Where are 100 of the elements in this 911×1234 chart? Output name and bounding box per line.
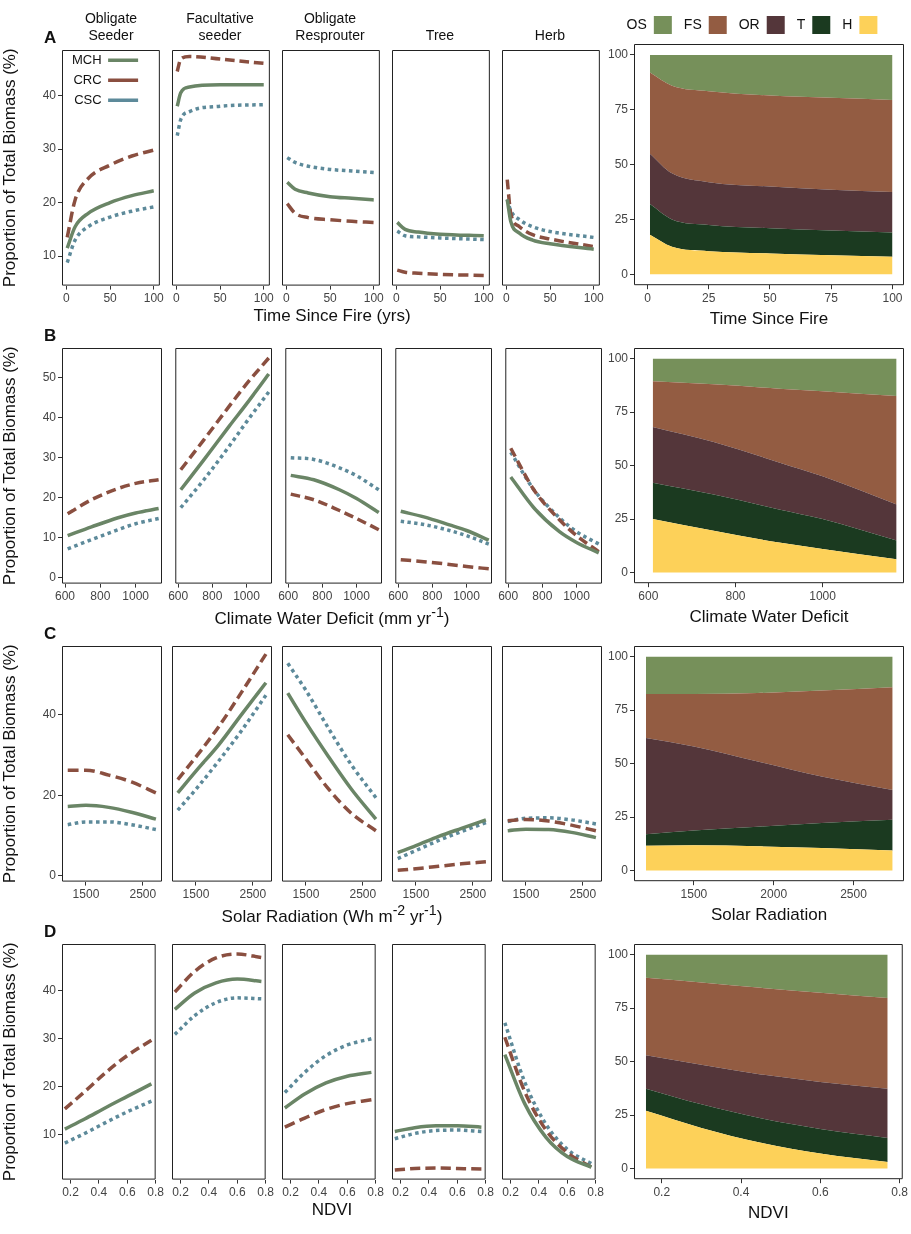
line-series <box>65 478 161 516</box>
y-tick-label: 50 <box>614 156 629 171</box>
y-tick-label: 40 <box>42 982 57 997</box>
y-tick-label: 25 <box>614 809 629 824</box>
x-tick-label: 1500 <box>402 887 430 902</box>
chart-title: Herb <box>533 26 567 44</box>
legend-label: CSC <box>74 91 102 107</box>
y-tick-label: 20 <box>42 787 57 802</box>
x-tick-label: 0.2 <box>653 1184 671 1199</box>
x-tick-label: 1000 <box>122 589 150 604</box>
x-tick-label: 100 <box>363 291 385 306</box>
text: B <box>44 326 57 346</box>
x-tick-label: 1500 <box>292 887 320 902</box>
line-series <box>63 1082 154 1131</box>
legend-label: OS <box>626 15 647 32</box>
x-tick-label: 0.2 <box>392 1185 410 1200</box>
x-tick-label: 2500 <box>349 887 377 902</box>
x-tick-label: 100 <box>882 290 903 305</box>
line-series <box>65 205 156 265</box>
y-tick-label: 0 <box>621 1160 629 1175</box>
x-axis-title: NDVI <box>310 1200 354 1220</box>
y-tick-label: 100 <box>607 649 629 663</box>
x-tick-label: 50 <box>763 290 777 305</box>
y-tick-label: 40 <box>42 706 57 721</box>
y-tick-label: 75 <box>614 404 629 419</box>
x-tick-label: 0.2 <box>62 1185 80 1200</box>
x-tick-label: 50 <box>103 291 118 306</box>
line-series <box>65 516 161 551</box>
x-tick-label: 1000 <box>809 588 837 603</box>
line-series <box>65 148 156 240</box>
x-tick-label: 600 <box>54 589 76 604</box>
y-tick-label: 100 <box>607 351 629 365</box>
x-tick-label: 0.2 <box>172 1185 190 1200</box>
x-axis-title: NDVI <box>748 1203 789 1223</box>
y-tick-label: 75 <box>614 1000 629 1015</box>
y-tick-label: 50 <box>42 370 57 385</box>
x-tick-label: 0.2 <box>502 1185 520 1200</box>
x-tick-label: 2500 <box>239 887 267 902</box>
x-tick-label: 0.8 <box>367 1185 385 1200</box>
x-tick-label: 0.2 <box>282 1185 300 1200</box>
x-tick-label: 50 <box>213 291 228 306</box>
x-tick-label: 600 <box>388 589 409 604</box>
y-tick-label: 30 <box>42 141 57 156</box>
y-axis-title: Proportion of Total Biomass (%) <box>0 48 19 288</box>
y-tick-label: 50 <box>614 1053 629 1068</box>
y-tick-label: 100 <box>607 47 629 62</box>
line-series <box>66 768 158 795</box>
chart-title: Tree <box>424 26 456 44</box>
y-tick-label: 50 <box>614 755 629 770</box>
x-tick-label: 0.6 <box>448 1185 466 1200</box>
x-tick-label: 50 <box>323 291 338 306</box>
line-series <box>63 1099 154 1145</box>
legend-label: MCH <box>72 51 102 67</box>
x-tick-label: 0 <box>644 290 652 305</box>
x-tick-label: 800 <box>90 589 111 604</box>
x-tick-label: 0.4 <box>310 1185 328 1200</box>
x-tick-label: 0 <box>283 291 291 306</box>
y-tick-label: 10 <box>42 248 57 263</box>
x-tick-label: 1000 <box>453 589 481 604</box>
x-tick-label: 0.4 <box>90 1185 108 1200</box>
x-tick-label: 1500 <box>72 887 100 902</box>
x-axis-title: Climate Water Deficit <box>689 607 849 627</box>
x-tick-label: 600 <box>638 588 659 603</box>
y-tick-label: 25 <box>614 211 629 226</box>
x-tick-label: 600 <box>278 589 299 604</box>
x-tick-label: 0.6 <box>338 1185 356 1200</box>
x-tick-label: 1500 <box>182 887 210 902</box>
x-tick-label: 2500 <box>459 887 487 902</box>
x-tick-label: 0.6 <box>558 1185 576 1200</box>
x-axis-title: Climate Water Deficit (mm yr$^{-1}$) <box>213 604 451 629</box>
x-tick-label: 1500 <box>680 886 708 901</box>
x-tick-label: 0.4 <box>200 1185 218 1200</box>
y-tick-label: 20 <box>42 194 57 209</box>
text: C <box>44 624 57 644</box>
y-tick-label: 40 <box>42 410 57 425</box>
legend-label: CRC <box>73 71 102 87</box>
x-tick-label: 600 <box>498 589 519 604</box>
legend-label: OR <box>738 15 760 32</box>
x-tick-label: 800 <box>422 589 443 604</box>
y-axis-title: Proportion of Total Biomass (%) <box>0 942 19 1182</box>
x-tick-label: 800 <box>725 588 746 603</box>
x-tick-label: 2500 <box>129 887 157 902</box>
x-tick-label: 0.4 <box>420 1185 438 1200</box>
y-tick-label: 20 <box>42 490 57 505</box>
line-series <box>63 1038 154 1111</box>
x-tick-label: 800 <box>312 589 333 604</box>
y-tick-label: 100 <box>607 947 629 961</box>
x-tick-label: 75 <box>824 290 839 305</box>
x-tick-label: 1000 <box>233 589 261 604</box>
x-tick-label: 100 <box>583 291 605 306</box>
x-tick-label: 1000 <box>343 589 371 604</box>
x-tick-label: 0.6 <box>118 1185 136 1200</box>
x-tick-label: 0 <box>393 291 401 306</box>
x-tick-label: 0.4 <box>732 1184 750 1199</box>
line-series <box>66 803 158 821</box>
y-tick-label: 10 <box>42 529 57 544</box>
x-tick-label: 1000 <box>563 589 591 604</box>
y-tick-label: 25 <box>614 1107 629 1122</box>
legend-label: FS <box>683 15 702 32</box>
chart-title: Obligate Resprouter <box>294 9 366 44</box>
